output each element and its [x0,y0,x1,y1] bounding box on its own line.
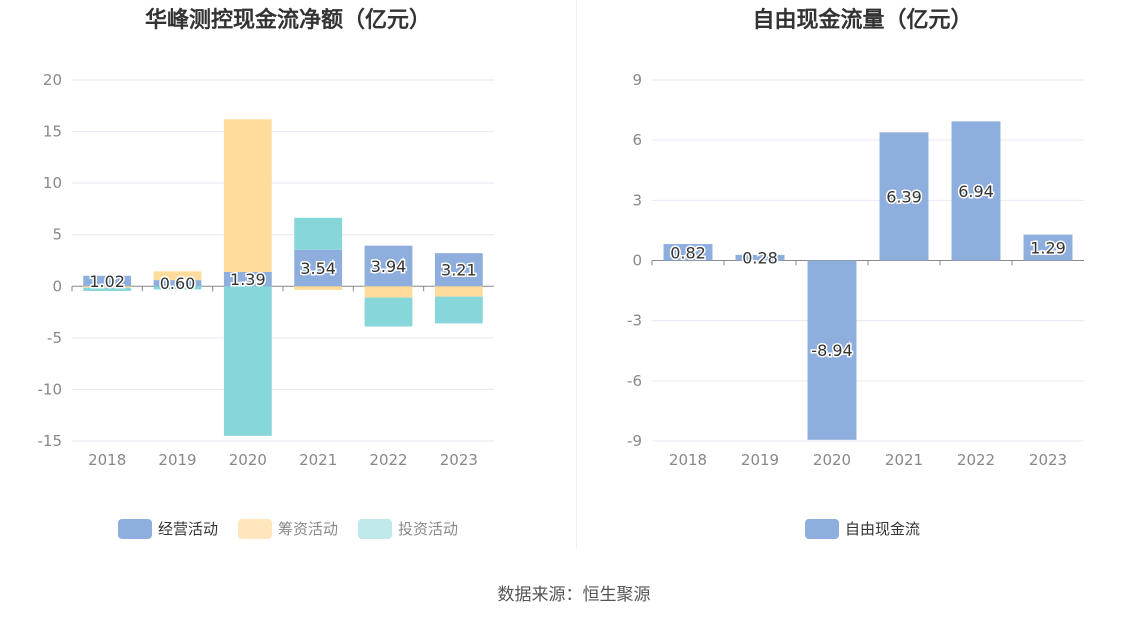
y-tick-label: 0 [632,252,642,270]
y-tick-label: -3 [627,312,642,330]
y-tick-label: 10 [43,174,62,192]
bar-operating [83,275,132,287]
cash-flow-chart-panel: 华峰测控现金流净额（亿元） 20 15 10 5 0 -5 -10 -15 2018 2019 20… [0,0,576,560]
data-label: 0.28 [742,249,778,268]
data-label: 6.39 [886,187,922,206]
y-tick-label: -15 [38,432,63,450]
legend-label: 筹资活动 [277,520,338,538]
x-tick-label: 2021 [299,451,337,469]
bar-investing [434,296,483,324]
data-source: 数据来源：恒生聚源 [497,585,651,605]
chart-legend: 经营活动 筹资活动 投资活动 [0,518,576,539]
data-label: 0.82 [670,243,706,262]
bar-operating [153,280,202,287]
chart-title: 华峰测控现金流净额（亿元） [144,8,431,33]
bar-free-cash-flow [879,132,929,261]
y-tick-label: -10 [38,380,63,398]
x-tick-label: 2022 [957,451,995,469]
y-tick-label: 6 [632,131,642,149]
legend-item-financing[interactable]: 筹资活动 [237,518,338,539]
legend-label: 经营活动 [157,520,218,538]
bar-free-cash-flow [735,254,785,261]
y-tick-label: 0 [52,277,62,295]
legend-swatch-investing [358,518,392,539]
y-tick-label: -9 [627,432,642,450]
legend-item-operating[interactable]: 经营活动 [117,518,218,539]
x-tick-label: 2021 [885,451,923,469]
bar-free-cash-flow [1023,234,1073,261]
y-tick-label: 20 [43,71,62,89]
free-cash-flow-chart-panel: 自由现金流量（亿元） 9 6 3 0 -3 -6 -9 2018 2019 2020 2021 202… [577,0,1148,560]
data-label: 1.02 [89,272,125,291]
y-tick-label: 9 [632,71,642,89]
y-tick-label: 15 [43,123,62,141]
data-label: 3.21 [441,261,477,280]
x-tick-label: 2018 [88,451,126,469]
legend-swatch-free-cash-flow [804,518,839,539]
x-tick-label: 2023 [1029,451,1067,469]
bar-investing [153,286,202,290]
bar-financing [83,286,132,288]
data-label: 3.54 [300,259,336,278]
legend-swatch-financing [237,518,272,539]
bar-financing [434,286,483,297]
bar-investing [223,286,272,436]
bar-operating [223,271,272,287]
free-cash-flow-bar-chart: 9 6 3 0 -3 -6 -9 2018 2019 2020 2021 2022 2023 0.82 0.… [627,71,1084,469]
legend-item-free-cash-flow[interactable]: 自由现金流 [804,518,920,539]
x-tick-label: 2019 [158,451,196,469]
data-label: 0.60 [160,274,196,293]
y-tick-label: -5 [47,329,62,347]
bar-free-cash-flow [951,121,1001,261]
legend-swatch-operating [117,518,152,539]
data-label: 3.94 [371,257,407,276]
legend-label: 自由现金流 [844,520,920,538]
bar-free-cash-flow [663,244,713,261]
y-tick-label: 3 [632,191,642,209]
chart-title: 自由现金流量（亿元） [752,8,973,33]
x-tick-label: 2022 [369,451,407,469]
bar-financing [153,271,202,281]
panel-divider [576,0,577,548]
data-label: 6.94 [958,182,994,201]
bar-operating [434,253,483,287]
bar-investing [83,287,132,291]
bar-free-cash-flow [807,260,857,440]
x-tick-label: 2023 [440,451,478,469]
bar-financing [223,119,272,272]
bar-financing [364,286,413,298]
data-label: 1.39 [230,270,266,289]
bar-investing [294,217,343,250]
x-tick-label: 2018 [669,451,707,469]
legend-label: 投资活动 [398,520,459,538]
bar-operating [294,249,343,287]
bar-financing [294,286,343,290]
x-tick-label: 2020 [229,451,267,469]
y-tick-label: -6 [627,372,642,390]
chart-legend: 自由现金流 [577,518,1148,539]
data-label: -8.94 [811,341,852,360]
y-tick-label: 5 [52,226,62,244]
cash-flow-bar-chart: 20 15 10 5 0 -5 -10 -15 2018 2019 2020 2021 2022 2023… [38,71,494,469]
bar-investing [364,297,413,327]
x-tick-label: 2020 [813,451,851,469]
x-tick-label: 2019 [741,451,779,469]
legend-item-investing[interactable]: 投资活动 [358,518,458,539]
data-label: 1.29 [1030,239,1066,258]
bar-operating [364,245,413,287]
